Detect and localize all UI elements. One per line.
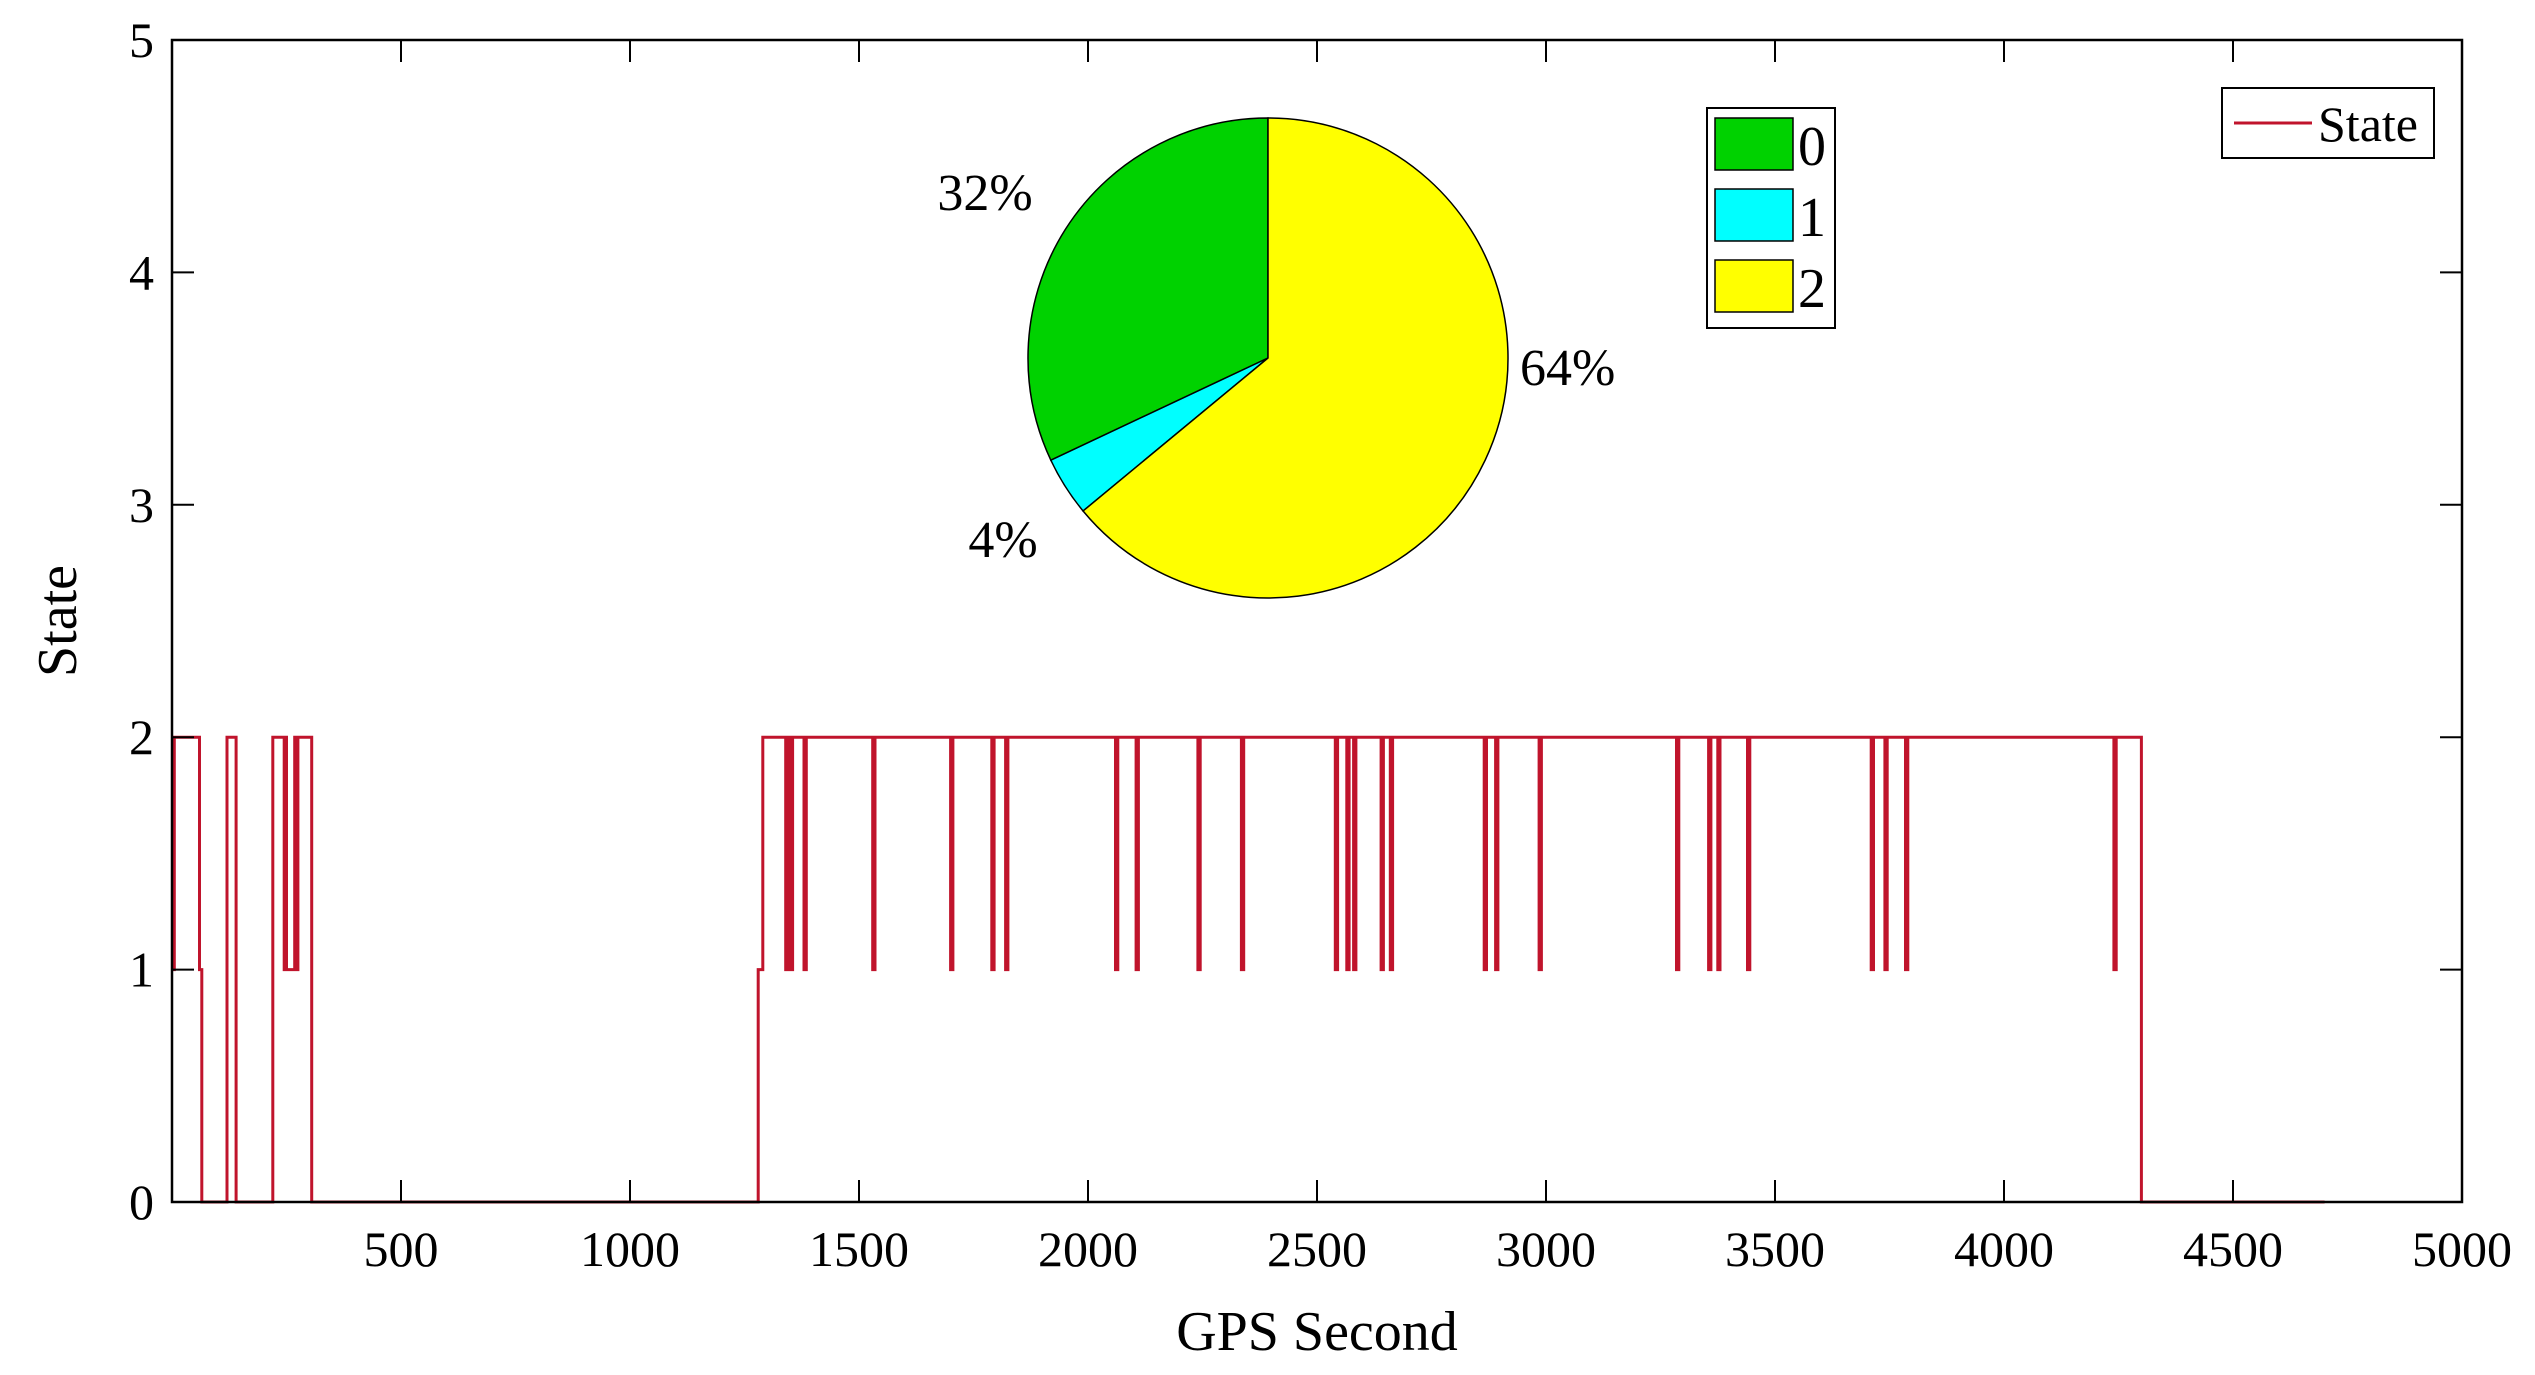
x-tick-label: 2000 bbox=[1038, 1221, 1138, 1277]
x-tick-label: 3500 bbox=[1725, 1221, 1825, 1277]
pie-legend-swatch-2 bbox=[1714, 259, 1794, 313]
pie-slice-0 bbox=[1027, 117, 1269, 462]
x-tick-label: 4000 bbox=[1954, 1221, 2054, 1277]
pie-legend: 0 1 2 bbox=[1706, 107, 1836, 329]
pie-slice-label: 4% bbox=[968, 512, 1037, 569]
pie-slice-label: 32% bbox=[937, 165, 1032, 222]
state-series-line bbox=[172, 735, 2325, 1204]
y-tick-label: 2 bbox=[129, 709, 154, 765]
x-tick-label: 2500 bbox=[1267, 1221, 1367, 1277]
line-legend-label: State bbox=[2318, 96, 2418, 152]
pie-legend-label: 2 bbox=[1798, 258, 1826, 320]
series-layer bbox=[172, 735, 2325, 1204]
x-tick-label: 500 bbox=[364, 1221, 439, 1277]
pie-legend-label: 1 bbox=[1798, 187, 1826, 249]
pie-slice-label: 64% bbox=[1520, 340, 1615, 397]
y-axis-label: State bbox=[27, 565, 89, 677]
pie-chart: 32% 4% 64% bbox=[937, 117, 1615, 599]
y-tick-label: 4 bbox=[129, 244, 154, 300]
y-tick-label: 5 bbox=[129, 12, 154, 68]
x-tick-label: 1000 bbox=[580, 1221, 680, 1277]
pie-legend-label: 0 bbox=[1798, 116, 1826, 178]
x-axis-label: GPS Second bbox=[1176, 1301, 1458, 1363]
ticks-layer: 500 1000 1500 2000 2500 3000 3500 4000 4500 50000… bbox=[129, 12, 2512, 1277]
x-tick-label: 3000 bbox=[1496, 1221, 1596, 1277]
y-tick-label: 0 bbox=[129, 1174, 154, 1230]
y-tick-label: 1 bbox=[129, 942, 154, 998]
y-tick-label: 3 bbox=[129, 477, 154, 533]
pie-legend-swatch-1 bbox=[1714, 188, 1794, 242]
x-tick-label: 5000 bbox=[2412, 1221, 2512, 1277]
x-tick-label: 4500 bbox=[2183, 1221, 2283, 1277]
x-tick-label: 1500 bbox=[809, 1221, 909, 1277]
pie-legend-swatch-0 bbox=[1714, 117, 1794, 171]
line-legend: State bbox=[2221, 87, 2435, 159]
pie-slice-2 bbox=[1082, 117, 1509, 599]
